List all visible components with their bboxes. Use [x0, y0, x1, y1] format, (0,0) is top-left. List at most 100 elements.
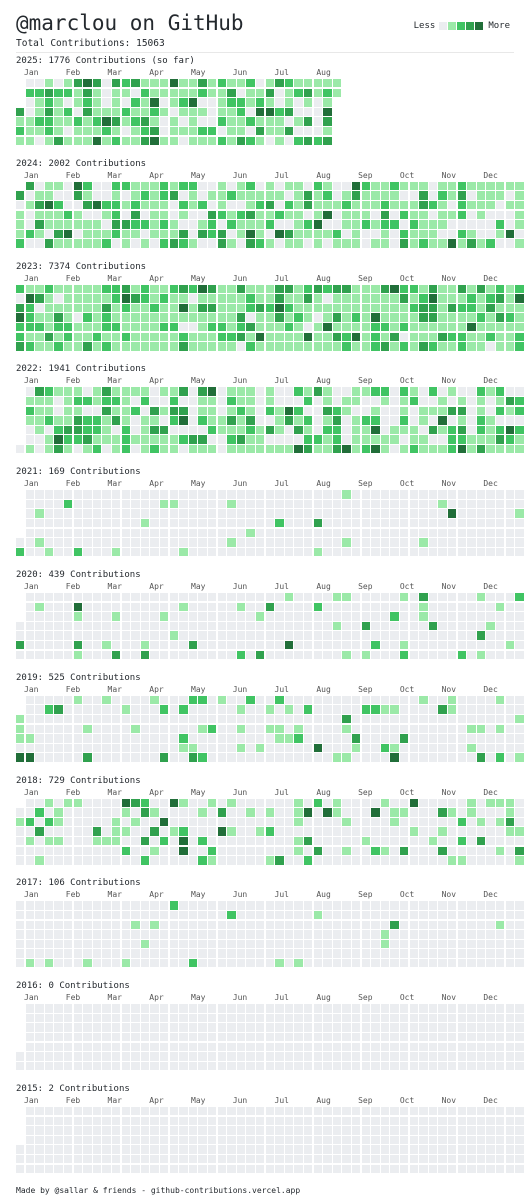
day-cell[interactable] — [208, 191, 217, 200]
day-cell[interactable] — [35, 387, 44, 396]
day-cell[interactable] — [476, 714, 486, 724]
day-cell[interactable] — [54, 181, 63, 191]
day-cell[interactable] — [140, 593, 150, 602]
day-cell[interactable] — [400, 1164, 409, 1173]
day-cell[interactable] — [64, 284, 73, 293]
day-cell[interactable] — [16, 303, 25, 313]
day-cell[interactable] — [476, 1052, 486, 1061]
day-cell[interactable] — [64, 631, 73, 640]
day-cell[interactable] — [140, 210, 150, 219]
day-cell[interactable] — [486, 528, 495, 537]
day-cell[interactable] — [515, 1135, 524, 1145]
day-cell[interactable] — [428, 808, 438, 817]
day-cell[interactable] — [361, 920, 370, 929]
day-cell[interactable] — [352, 753, 361, 762]
day-cell[interactable] — [150, 396, 159, 406]
day-cell[interactable] — [352, 856, 361, 865]
day-cell[interactable] — [313, 949, 322, 958]
day-cell[interactable] — [16, 284, 25, 293]
day-cell[interactable] — [313, 444, 322, 454]
day-cell[interactable] — [342, 910, 351, 920]
day-cell[interactable] — [25, 107, 34, 117]
day-cell[interactable] — [265, 509, 274, 518]
day-cell[interactable] — [361, 435, 370, 444]
day-cell[interactable] — [54, 939, 63, 949]
day-cell[interactable] — [83, 322, 92, 332]
day-cell[interactable] — [400, 229, 409, 239]
day-cell[interactable] — [160, 342, 169, 351]
day-cell[interactable] — [352, 650, 361, 659]
day-cell[interactable] — [131, 836, 140, 846]
day-cell[interactable] — [102, 817, 111, 827]
day-cell[interactable] — [121, 1126, 130, 1135]
day-cell[interactable] — [505, 650, 514, 659]
day-cell[interactable] — [25, 322, 34, 332]
day-cell[interactable] — [275, 1042, 284, 1051]
day-cell[interactable] — [83, 547, 92, 557]
day-cell[interactable] — [150, 1145, 159, 1154]
day-cell[interactable] — [505, 1052, 514, 1061]
day-cell[interactable] — [476, 650, 486, 659]
day-cell[interactable] — [284, 734, 294, 743]
day-cell[interactable] — [371, 416, 380, 425]
day-cell[interactable] — [265, 127, 274, 136]
day-cell[interactable] — [188, 416, 198, 425]
day-cell[interactable] — [294, 1107, 303, 1116]
day-cell[interactable] — [515, 714, 524, 724]
day-cell[interactable] — [246, 220, 255, 229]
day-cell[interactable] — [25, 181, 34, 191]
day-cell[interactable] — [342, 200, 351, 210]
day-cell[interactable] — [140, 284, 150, 293]
day-cell[interactable] — [486, 1116, 495, 1125]
day-cell[interactable] — [246, 181, 255, 191]
day-cell[interactable] — [160, 499, 169, 509]
day-cell[interactable] — [304, 724, 313, 733]
day-cell[interactable] — [505, 631, 514, 640]
day-cell[interactable] — [448, 342, 457, 351]
day-cell[interactable] — [160, 705, 169, 714]
day-cell[interactable] — [179, 621, 188, 631]
day-cell[interactable] — [438, 322, 447, 332]
day-cell[interactable] — [332, 1107, 342, 1116]
day-cell[interactable] — [112, 88, 121, 97]
day-cell[interactable] — [467, 1061, 476, 1071]
day-cell[interactable] — [265, 856, 274, 865]
day-cell[interactable] — [188, 753, 198, 762]
day-cell[interactable] — [496, 846, 505, 855]
day-cell[interactable] — [304, 1061, 313, 1071]
day-cell[interactable] — [304, 846, 313, 855]
day-cell[interactable] — [294, 313, 303, 322]
day-cell[interactable] — [419, 705, 428, 714]
day-cell[interactable] — [304, 641, 313, 650]
day-cell[interactable] — [352, 1155, 361, 1164]
day-cell[interactable] — [467, 650, 476, 659]
day-cell[interactable] — [92, 181, 102, 191]
day-cell[interactable] — [131, 425, 140, 435]
day-cell[interactable] — [428, 322, 438, 332]
day-cell[interactable] — [44, 1023, 54, 1032]
day-cell[interactable] — [361, 753, 370, 762]
day-cell[interactable] — [150, 1023, 159, 1032]
day-cell[interactable] — [217, 229, 226, 239]
day-cell[interactable] — [419, 444, 428, 454]
day-cell[interactable] — [294, 490, 303, 499]
day-cell[interactable] — [496, 1155, 505, 1164]
day-cell[interactable] — [476, 518, 486, 528]
day-cell[interactable] — [467, 846, 476, 855]
day-cell[interactable] — [438, 229, 447, 239]
day-cell[interactable] — [208, 593, 217, 602]
day-cell[interactable] — [73, 901, 82, 910]
day-cell[interactable] — [256, 406, 265, 415]
day-cell[interactable] — [265, 1164, 274, 1173]
day-cell[interactable] — [256, 425, 265, 435]
day-cell[interactable] — [256, 528, 265, 537]
day-cell[interactable] — [496, 490, 505, 499]
day-cell[interactable] — [448, 734, 457, 743]
day-cell[interactable] — [409, 808, 418, 817]
day-cell[interactable] — [400, 949, 409, 958]
day-cell[interactable] — [515, 313, 524, 322]
day-cell[interactable] — [438, 387, 447, 396]
day-cell[interactable] — [112, 910, 121, 920]
day-cell[interactable] — [275, 808, 284, 817]
day-cell[interactable] — [448, 817, 457, 827]
